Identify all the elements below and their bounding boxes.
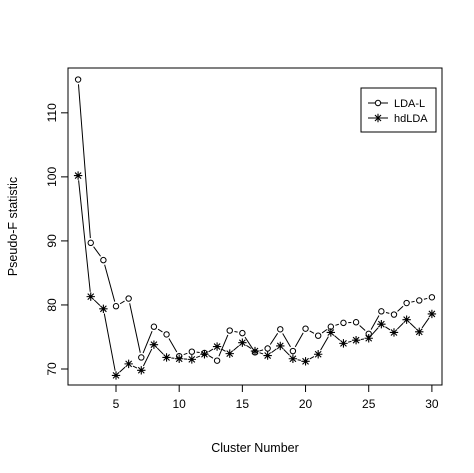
data-point-circle [289, 347, 297, 355]
y-tick-label: 80 [45, 298, 59, 312]
series-line [78, 180, 430, 373]
data-point-asterisk [187, 355, 197, 364]
series-hdlda [73, 171, 437, 380]
data-point-asterisk [263, 351, 272, 360]
data-point-asterisk [238, 338, 247, 347]
data-point-asterisk [276, 341, 285, 351]
legend-label: hdLDA [394, 113, 428, 125]
data-point-circle [163, 331, 170, 338]
data-point-asterisk [373, 113, 383, 123]
data-point-asterisk [351, 335, 361, 345]
data-point-asterisk [111, 371, 121, 380]
data-point-asterisk [377, 319, 386, 329]
data-point-circle [390, 311, 398, 318]
data-point-circle [74, 76, 82, 83]
data-point-asterisk [288, 354, 298, 363]
data-point-asterisk [162, 353, 171, 362]
data-point-circle [112, 303, 120, 310]
data-point-circle [188, 348, 196, 355]
data-point-asterisk [301, 357, 310, 366]
data-point-asterisk [86, 292, 95, 301]
legend-label: LDA-L [394, 98, 425, 110]
data-point-circle [374, 99, 382, 107]
data-point-circle [239, 329, 246, 337]
data-point-asterisk [364, 334, 373, 343]
data-point-circle [403, 299, 410, 307]
legend: LDA-L hdLDA [360, 87, 437, 133]
data-point-asterisk [200, 350, 209, 359]
x-tick-label: 20 [299, 397, 313, 411]
y-axis-title: Pseudo-F statistic [6, 177, 20, 276]
data-point-circle [226, 327, 233, 334]
x-tick-label: 5 [113, 397, 120, 411]
legend-entry: hdLDA [368, 113, 428, 125]
data-point-circle [416, 297, 423, 304]
data-point-asterisk [137, 366, 146, 375]
series-layer [73, 76, 437, 380]
data-point-circle [125, 295, 132, 302]
data-point-asterisk [174, 354, 184, 363]
data-point-circle [100, 256, 107, 264]
series-line [77, 84, 428, 359]
data-point-circle [213, 357, 221, 364]
legend-box [360, 87, 437, 133]
y-tick-label: 90 [45, 234, 59, 248]
data-point-circle [428, 294, 436, 301]
data-point-circle [314, 332, 322, 339]
data-point-circle [352, 319, 360, 326]
data-point-asterisk [225, 349, 234, 358]
data-point-asterisk [389, 328, 399, 337]
plot-frame [67, 67, 443, 386]
x-tick-label: 25 [362, 397, 376, 411]
data-point-circle [150, 323, 158, 330]
data-point-circle [264, 345, 271, 352]
y-tick-label: 70 [45, 362, 59, 376]
data-point-asterisk [250, 346, 260, 356]
data-point-circle [87, 239, 94, 247]
x-tick-label: 10 [173, 397, 187, 411]
x-tick-label: 30 [425, 397, 439, 411]
data-point-circle [277, 326, 284, 333]
y-axis: 70 80 90 100 110 [45, 103, 68, 376]
data-point-asterisk [339, 339, 348, 348]
data-point-circle [302, 325, 309, 332]
data-point-circle [378, 308, 385, 315]
data-point-asterisk [73, 171, 83, 180]
data-point-asterisk [415, 327, 424, 337]
y-tick-label: 110 [45, 103, 59, 122]
data-point-asterisk [313, 350, 323, 359]
x-axis-title: Cluster Number [211, 441, 299, 455]
data-point-asterisk [124, 359, 133, 369]
legend-entry: LDA-L [368, 98, 425, 110]
data-point-asterisk [402, 315, 411, 324]
data-point-asterisk [212, 342, 222, 351]
data-point-circle [138, 354, 145, 361]
x-tick-label: 15 [236, 397, 250, 411]
data-point-circle [340, 319, 347, 327]
x-axis: 5 10 15 20 25 30 [113, 385, 439, 411]
data-point-asterisk [99, 304, 108, 313]
data-point-asterisk [326, 328, 336, 337]
data-point-asterisk [149, 340, 159, 349]
data-point-asterisk [427, 309, 437, 319]
y-tick-label: 100 [45, 167, 59, 187]
series-lda-l [74, 76, 436, 364]
